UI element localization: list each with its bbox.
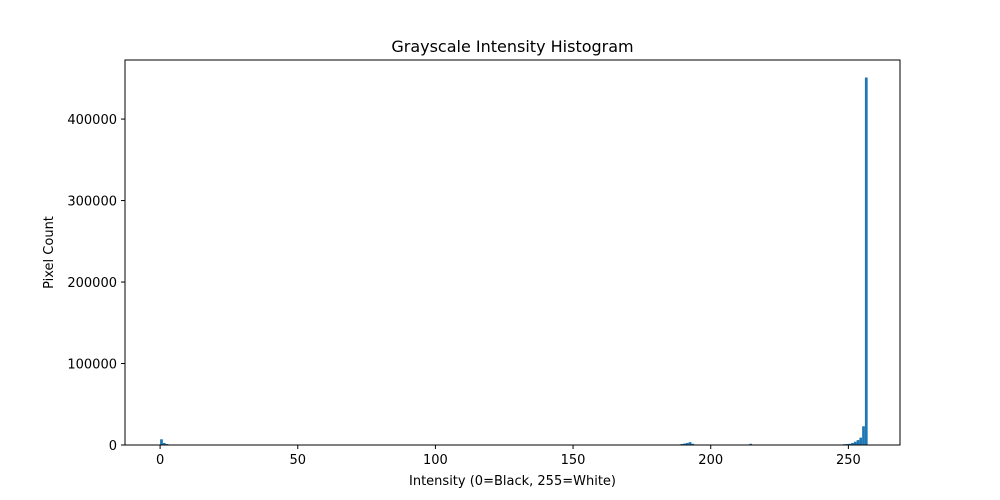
x-tick-label: 0 xyxy=(156,453,164,468)
y-tick-label: 400000 xyxy=(67,113,117,128)
histogram-bar xyxy=(856,440,860,445)
chart-title: Grayscale Intensity Histogram xyxy=(391,37,633,56)
plot-frame xyxy=(124,59,901,446)
x-tick-label: 200 xyxy=(698,453,723,468)
histogram-bar xyxy=(160,439,163,445)
x-tick-label: 250 xyxy=(836,453,861,468)
x-tick-label: 50 xyxy=(289,453,306,468)
histogram-bar xyxy=(749,443,753,445)
histogram-bar xyxy=(685,442,689,445)
x-tick-label: 100 xyxy=(423,453,448,468)
y-tick-label: 300000 xyxy=(67,195,117,210)
histogram-bar xyxy=(162,442,166,445)
histogram-bar xyxy=(851,442,854,445)
y-tick-label: 0 xyxy=(109,439,117,454)
histogram-bar xyxy=(864,77,868,445)
y-tick-label: 100000 xyxy=(67,358,117,373)
x-axis-ticks: 0 50 100 150 200 250 xyxy=(156,445,861,468)
y-axis-label: Pixel Count xyxy=(42,216,57,289)
x-tick-label: 150 xyxy=(561,453,586,468)
y-tick-label: 200000 xyxy=(67,276,117,291)
bars-layer xyxy=(160,77,868,445)
histogram-bar xyxy=(688,442,692,445)
histogram-bar xyxy=(859,437,863,445)
x-axis-label: Intensity (0=Black, 255=White) xyxy=(409,474,616,489)
histogram-bar xyxy=(691,443,695,445)
histogram-bar xyxy=(848,443,852,445)
y-axis-ticks: 0 100000 200000 300000 400000 xyxy=(67,113,125,454)
histogram-bar xyxy=(862,426,865,445)
histogram-bar xyxy=(683,443,686,445)
histogram-bar xyxy=(853,441,857,445)
